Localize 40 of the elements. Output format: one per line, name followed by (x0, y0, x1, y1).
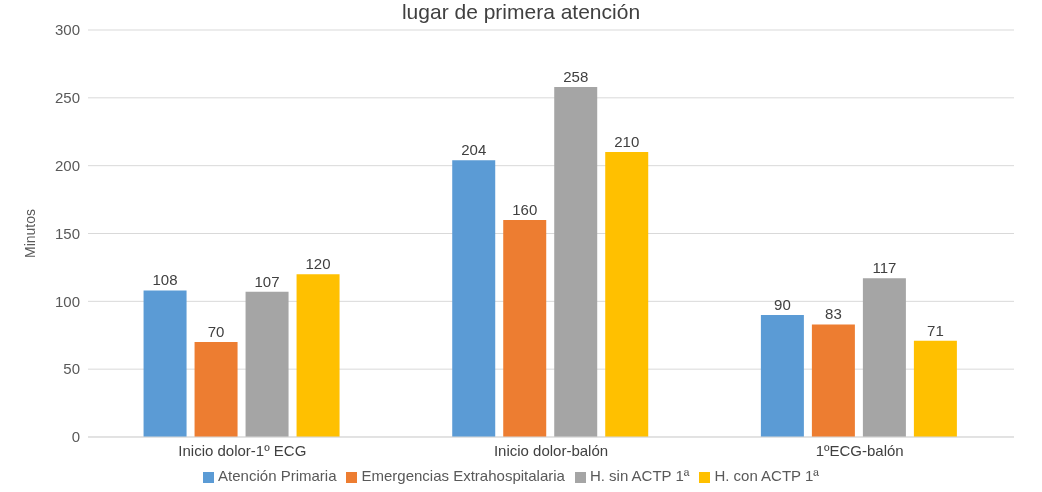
bar (452, 160, 496, 437)
legend-label: Emergencias Extrahospitalaria (361, 467, 565, 484)
y-tick-label: 150 (54, 224, 80, 242)
y-tick-label: 250 (54, 89, 80, 107)
data-label: 108 (152, 271, 178, 289)
y-tick-label: 0 (71, 428, 80, 446)
legend-label: H. con ACTP 1ª (714, 467, 819, 484)
bar (194, 342, 238, 437)
y-axis-title: Minutos (21, 208, 38, 259)
bar (143, 290, 187, 437)
bar (503, 219, 547, 437)
x-tick-label: 1ºECG-balón (815, 441, 904, 459)
bar (862, 278, 906, 437)
data-label: 210 (614, 133, 640, 151)
bar (296, 274, 340, 437)
data-label: 160 (512, 200, 538, 218)
bar (605, 152, 649, 437)
data-label: 71 (927, 321, 944, 339)
data-label: 120 (305, 255, 331, 273)
bar (811, 324, 855, 437)
bar (245, 291, 289, 437)
data-label: 90 (774, 295, 791, 313)
chart-title: lugar de primera atención (401, 0, 641, 23)
legend-label: Atención Primaria (218, 467, 337, 484)
data-label: 70 (207, 323, 225, 341)
bar (913, 340, 957, 437)
bar (760, 314, 804, 437)
data-label: 117 (872, 259, 897, 277)
y-tick-label: 200 (54, 156, 80, 174)
data-label: 107 (254, 272, 280, 290)
legend-label: H. sin ACTP 1ª (589, 467, 690, 484)
y-tick-label: 50 (63, 360, 80, 378)
data-label: 204 (461, 141, 487, 159)
data-label: 258 (563, 67, 589, 85)
y-tick-label: 100 (54, 292, 80, 310)
data-label: 83 (825, 305, 842, 323)
x-tick-label: Inicio dolor-1º ECG (178, 441, 307, 459)
x-tick-label: Inicio dolor-balón (493, 441, 609, 459)
y-tick-label: 300 (54, 21, 80, 39)
bar (554, 86, 598, 437)
